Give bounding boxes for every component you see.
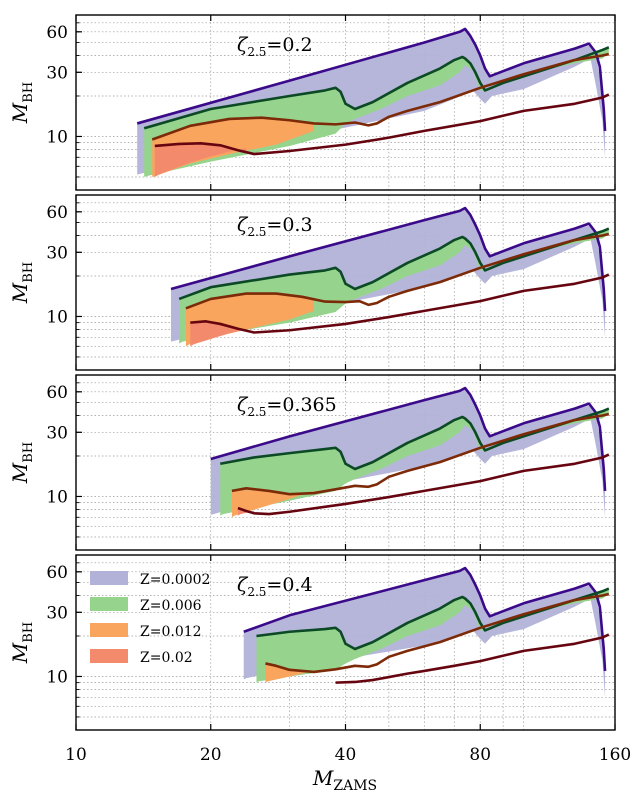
series-line-2 (178, 227, 610, 301)
y-tick-label: 30 (46, 63, 68, 83)
plot-area (136, 27, 610, 177)
series-line-2 (143, 46, 610, 130)
series-fill-2 (256, 588, 609, 683)
panel-4: 10 30 60 MBH ζ2.5=0.4 (8, 554, 616, 731)
series-line-3 (185, 232, 610, 310)
y-tick-label: 60 (46, 563, 68, 583)
legend: Z=0.0002 Z=0.006 Z=0.012 Z=0.02 (90, 571, 210, 666)
legend-label: Z=0.012 (140, 624, 202, 640)
y-tick-label: 30 (46, 603, 68, 623)
panel-1: 10 30 60 MBH ζ2.5=0.2 (8, 14, 616, 191)
x-tick-label: 20 (200, 745, 222, 765)
x-tick-label: 80 (469, 745, 491, 765)
y-axis-label: MBH (8, 442, 36, 484)
legend-swatch (90, 623, 128, 637)
y-tick-label: 10 (46, 307, 68, 327)
x-axis: 10 20 40 80 160 (65, 745, 631, 765)
y-tick-label: 10 (46, 487, 68, 507)
y-tick-label: 30 (46, 423, 68, 443)
panels: 10 30 60 MBH ζ2.5=0.2 10 30 60 MBH ζ2.5=0.3 10 30 60… (8, 14, 616, 731)
legend-label: Z=0.0002 (140, 572, 210, 588)
legend-label: Z=0.02 (140, 650, 193, 666)
panel-2: 10 30 60 MBH ζ2.5=0.3 (8, 194, 616, 371)
y-tick-label: 60 (46, 203, 68, 223)
y-tick-label: 10 (46, 127, 68, 147)
y-tick-label: 60 (46, 383, 68, 403)
plot-area (210, 386, 610, 518)
series-fill-4 (154, 143, 247, 177)
series-line-3 (151, 52, 610, 141)
series-line-4 (190, 273, 610, 334)
legend-swatch (90, 571, 128, 585)
series-line-3 (231, 412, 610, 496)
series-line-4 (154, 93, 610, 156)
x-tick-label: 160 (599, 745, 631, 765)
panel-annotation: ζ2.5=0.365 (237, 394, 337, 419)
x-tick-label: 40 (335, 745, 357, 765)
series-line-2 (256, 587, 610, 651)
y-axis-label: MBH (8, 82, 36, 124)
x-axis-label: MZAMS (312, 766, 377, 792)
legend-swatch (90, 597, 128, 611)
panel-annotation: ζ2.5=0.2 (237, 34, 313, 59)
legend-label: Z=0.006 (140, 598, 202, 614)
series-line-2 (219, 407, 610, 471)
plot-area (243, 566, 610, 698)
grid (76, 375, 615, 550)
y-tick-label: 30 (46, 243, 68, 263)
series-fill-2 (220, 408, 609, 516)
series-line-3 (265, 592, 610, 674)
y-axis-label: MBH (8, 622, 36, 664)
legend-swatch (90, 649, 128, 663)
series-line-4 (237, 453, 610, 516)
series-fill-1 (243, 568, 606, 698)
series-line-4 (335, 633, 610, 684)
series-fill-3 (265, 663, 314, 683)
series-fill-3 (231, 490, 314, 518)
y-axis-label: MBH (8, 262, 36, 304)
panel-3: 10 30 60 MBH ζ2.5=0.365 (8, 374, 616, 551)
y-tick-label: 10 (46, 667, 68, 687)
panel-annotation: ζ2.5=0.4 (237, 574, 313, 599)
x-tick-label: 10 (65, 745, 87, 765)
y-tick-label: 60 (46, 23, 68, 43)
plot-area (170, 206, 610, 347)
panel-annotation: ζ2.5=0.3 (237, 214, 313, 239)
